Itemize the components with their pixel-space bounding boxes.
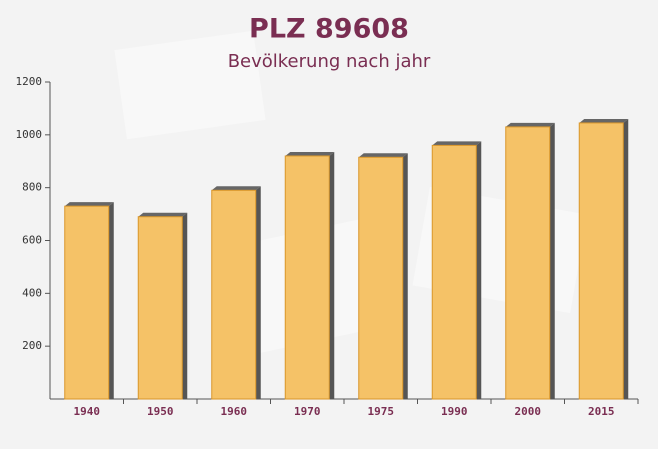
bar-shadow	[623, 118, 629, 399]
bar	[431, 144, 477, 400]
bar-shadow-top	[505, 122, 555, 127]
x-tick-label: 1990	[441, 405, 468, 418]
bar-shadow-top	[579, 118, 629, 123]
bar-shadow-top	[211, 186, 261, 191]
y-tick-label: 1200	[16, 75, 43, 88]
y-tick-label: 400	[22, 286, 42, 299]
x-tick-label: 1970	[294, 405, 321, 418]
x-tick-label: 1960	[221, 405, 248, 418]
bar	[358, 156, 404, 400]
bar	[578, 122, 624, 400]
x-tick-label: 2000	[515, 405, 542, 418]
bar	[211, 189, 257, 400]
chart-title: PLZ 89608	[249, 14, 409, 45]
bar-shadow	[549, 122, 555, 400]
bar-shadow	[182, 212, 188, 399]
bar-shadow-top	[285, 151, 335, 156]
bar-shadow	[476, 141, 482, 399]
y-tick-label: 600	[22, 234, 42, 247]
y-tick-label: 200	[22, 339, 42, 352]
bar	[64, 205, 110, 400]
bar-shadow-top	[138, 212, 188, 217]
bar-shadow-top	[64, 202, 114, 207]
background-decor	[114, 30, 266, 140]
bar-shadow	[255, 186, 261, 399]
bar	[137, 216, 183, 400]
x-tick-label: 1950	[147, 405, 174, 418]
chart-subtitle: Bevölkerung nach jahr	[228, 51, 431, 72]
bar-shadow	[402, 153, 408, 399]
bar-shadow	[329, 151, 335, 399]
bar-shadow-top	[432, 141, 482, 146]
y-tick-label: 1000	[16, 128, 43, 141]
x-tick-label: 1940	[74, 405, 101, 418]
x-tick-label: 2015	[588, 405, 615, 418]
bar	[505, 126, 551, 400]
y-tick-label: 800	[22, 181, 42, 194]
bar-shadow	[108, 202, 114, 399]
bar	[284, 155, 330, 400]
x-tick-label: 1975	[368, 405, 395, 418]
bar-shadow-top	[358, 153, 408, 158]
